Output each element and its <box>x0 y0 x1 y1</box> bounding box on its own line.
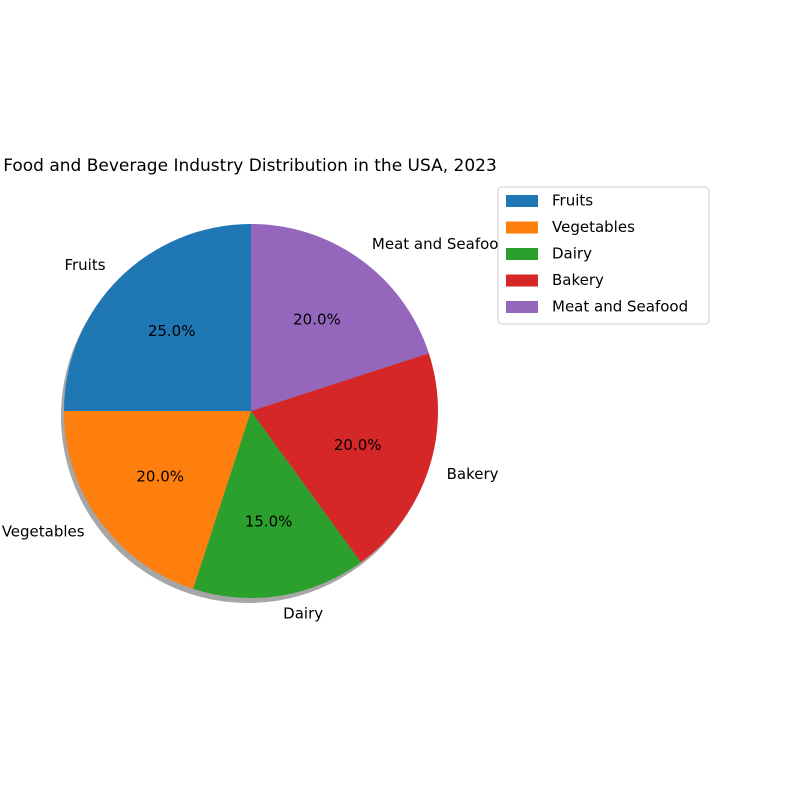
legend-label-bakery: Bakery <box>552 271 604 289</box>
percent-label-bakery: 20.0% <box>334 436 382 454</box>
legend-label-dairy: Dairy <box>552 245 592 263</box>
pie-slices <box>64 224 438 598</box>
legend-label-vegetables: Vegetables <box>552 218 635 236</box>
legend-swatch-bakery <box>506 275 538 287</box>
slice-label-vegetables: Vegetables <box>2 522 85 540</box>
legend-label-fruits: Fruits <box>552 192 593 210</box>
percent-label-vegetables: 20.0% <box>136 467 184 485</box>
legend-label-meat-and-seafood: Meat and Seafood <box>552 298 688 316</box>
slice-label-bakery: Bakery <box>447 465 499 483</box>
slice-label-fruits: Fruits <box>64 256 105 274</box>
percent-label-fruits: 25.0% <box>148 322 196 340</box>
chart-title: Food and Beverage Industry Distribution … <box>3 156 497 176</box>
legend-swatch-vegetables <box>506 222 538 234</box>
pie-slice-fruits <box>64 224 251 411</box>
legend-swatch-meat-and-seafood <box>506 301 538 313</box>
slice-label-dairy: Dairy <box>283 605 323 623</box>
slice-label-meat-and-seafood: Meat and Seafood <box>372 235 508 253</box>
legend-swatch-dairy <box>506 248 538 260</box>
percent-label-dairy: 15.0% <box>245 512 293 530</box>
legend-swatch-fruits <box>506 195 538 207</box>
percent-label-meat-and-seafood: 20.0% <box>293 311 341 329</box>
legend: Fruits Vegetables Dairy Bakery Meat and Seaf… <box>498 187 709 324</box>
